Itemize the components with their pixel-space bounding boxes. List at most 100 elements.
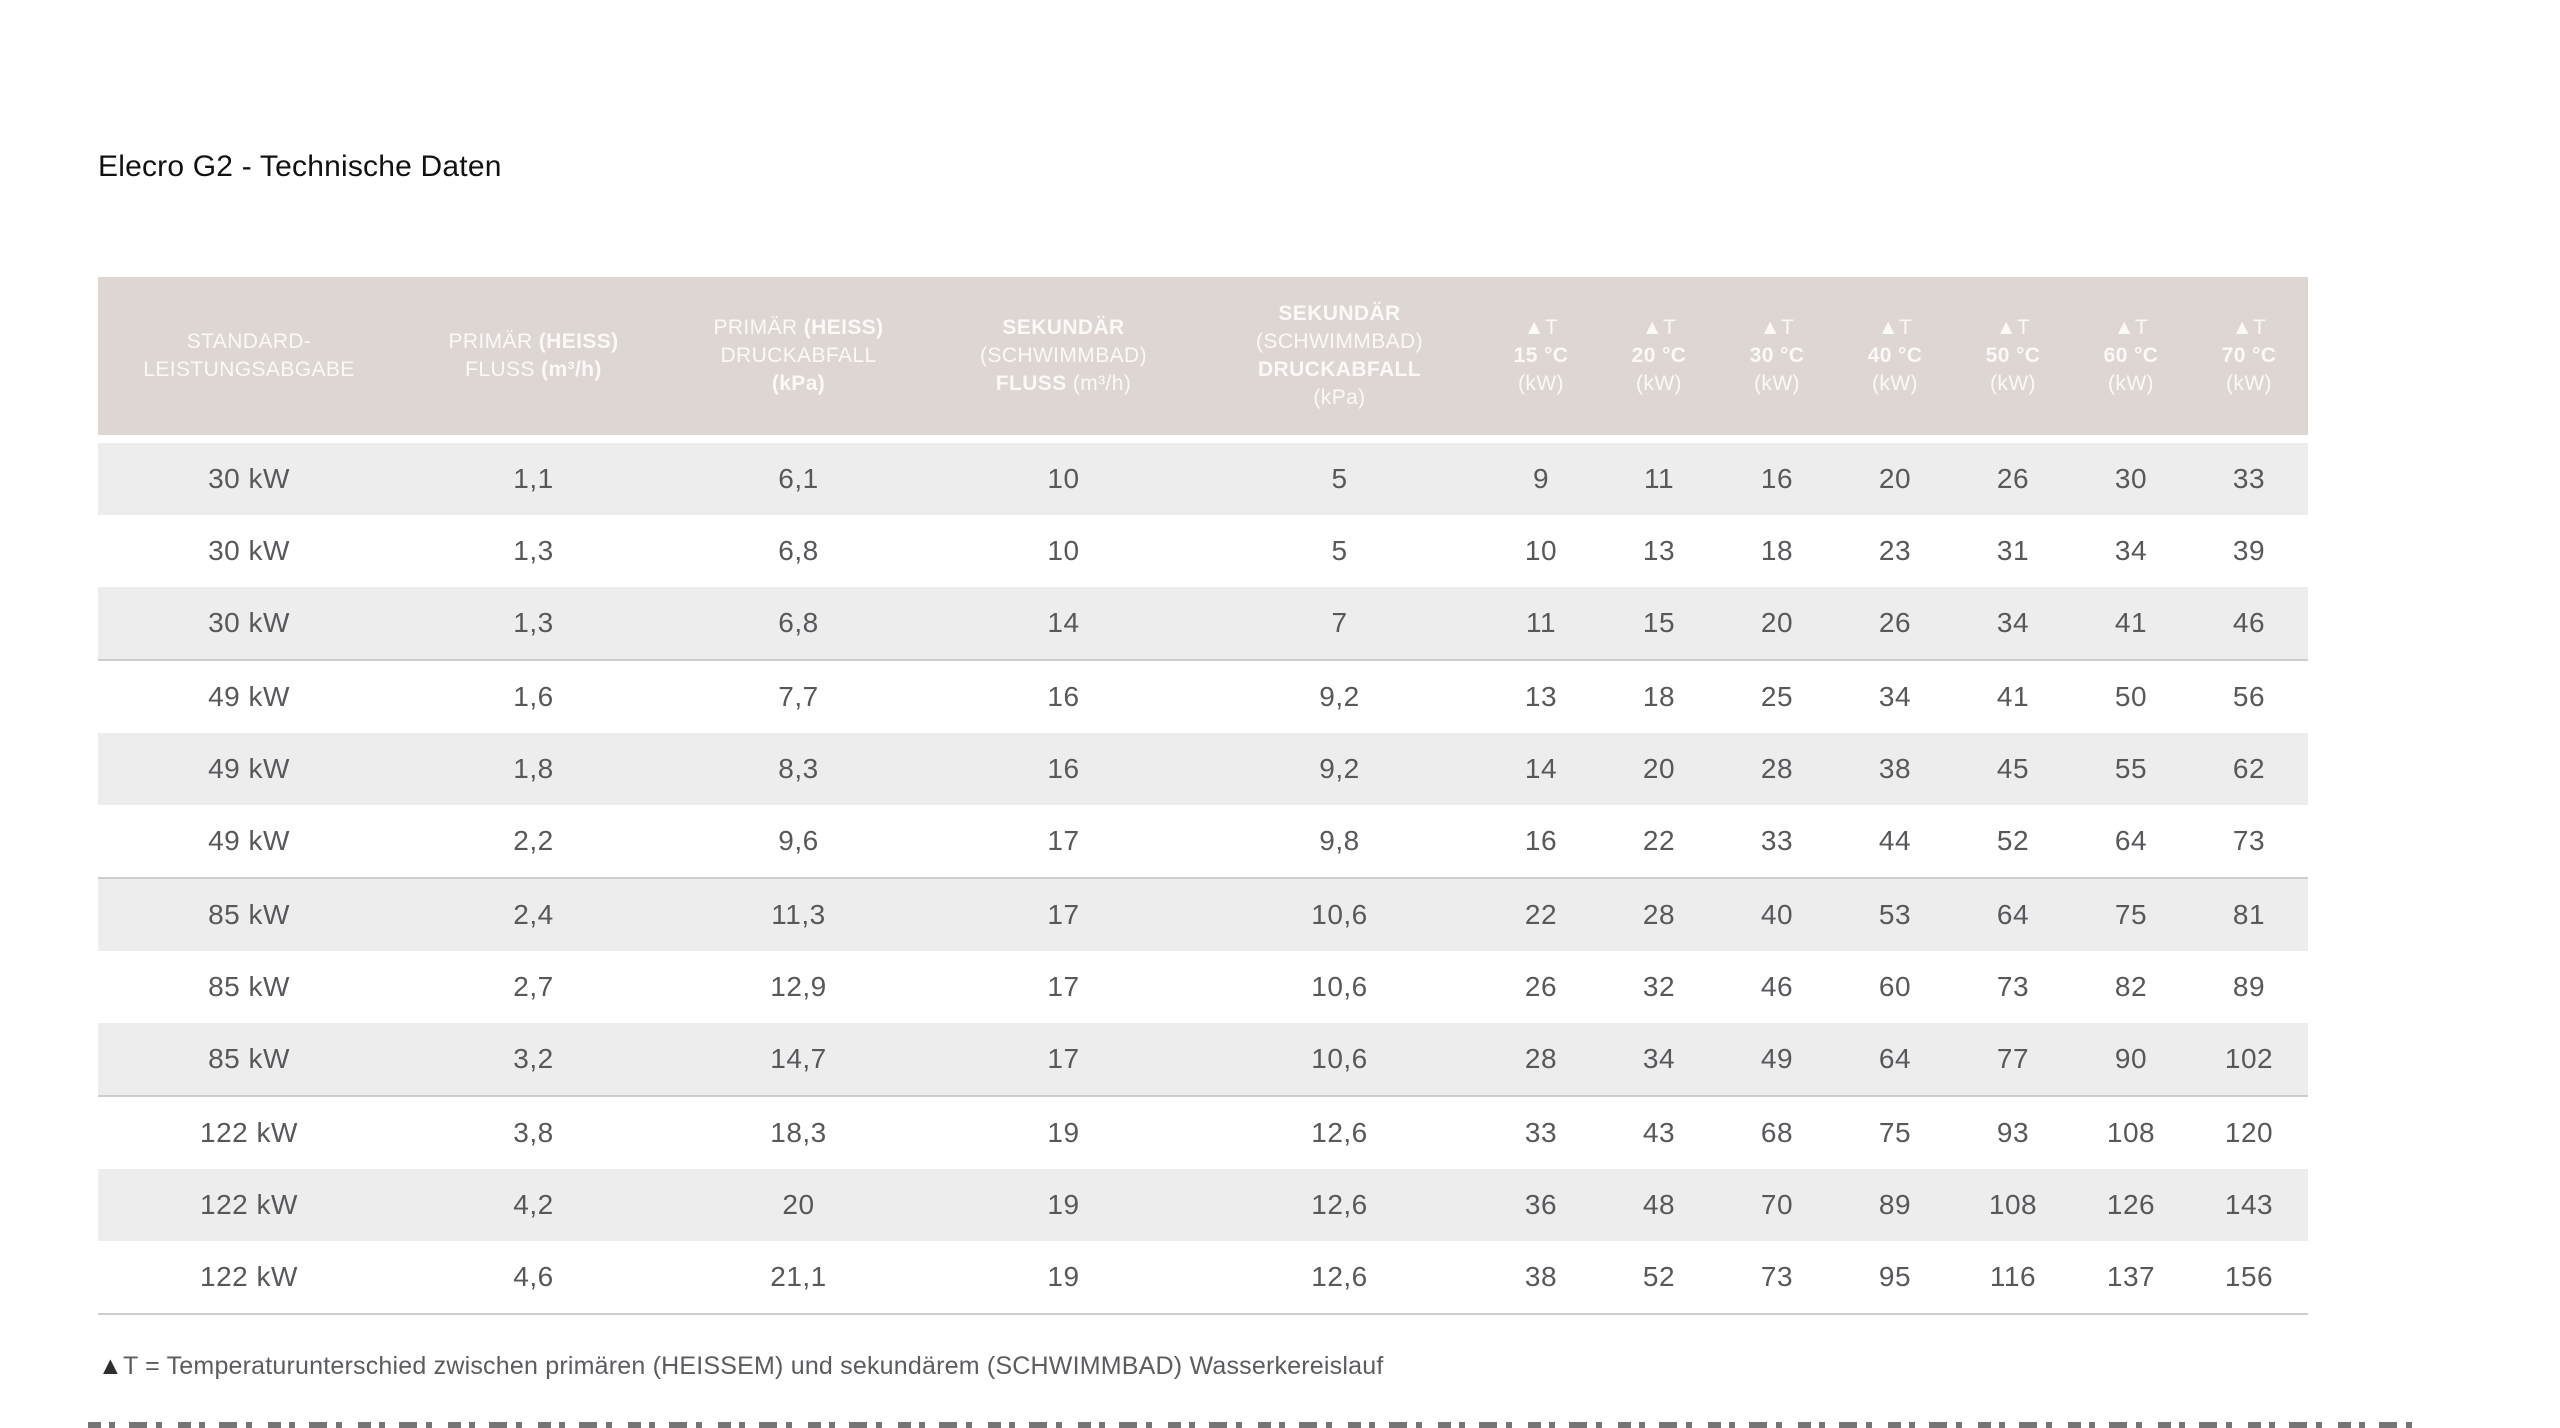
table-cell: 120 — [2190, 1096, 2308, 1169]
table-header: STANDARD- LEISTUNGSABGABE PRIMÄR (HEISS) FL… — [98, 277, 2308, 443]
table-cell: 16 — [1482, 805, 1600, 879]
table-cell: 108 — [1954, 1169, 2072, 1241]
column-header: ▲T 70 °C (kW) — [2190, 277, 2308, 443]
table-cell: 19 — [930, 1241, 1197, 1315]
table-cell: 93 — [1954, 1096, 2072, 1169]
table-cell: 73 — [2190, 805, 2308, 879]
table-row: 85 kW 2,4 11,3 17 10,6 22 28 40 53 64 75 81 — [98, 878, 2308, 951]
table-cell: 30 kW — [98, 439, 400, 515]
table-cell: 18 — [1718, 515, 1836, 587]
table-cell: 85 kW — [98, 1023, 400, 1097]
table-cell: 64 — [1836, 1023, 1954, 1097]
table-cell: 7 — [1197, 587, 1482, 661]
table-cell: 1,3 — [400, 515, 667, 587]
page-title: Elecro G2 - Technische Daten — [98, 150, 502, 183]
table-cell: 17 — [930, 951, 1197, 1023]
table-cell: 95 — [1836, 1241, 1954, 1315]
table-cell: 38 — [1482, 1241, 1600, 1315]
table-cell: 15 — [1600, 587, 1718, 661]
table-cell: 41 — [2072, 587, 2190, 661]
table-cell: 2,4 — [400, 878, 667, 951]
table-cell: 9,2 — [1197, 660, 1482, 733]
table-cell: 60 — [1836, 951, 1954, 1023]
table-cell: 126 — [2072, 1169, 2190, 1241]
table-cell: 17 — [930, 1023, 1197, 1097]
clipped-bottom-text-line — [88, 1422, 2420, 1428]
table-cell: 13 — [1482, 660, 1600, 733]
table-row: 122 kW 4,2 20 19 12,6 36 48 70 89 108 126 143 — [98, 1169, 2308, 1241]
footnote: ▲T = Temperaturunterschied zwischen prim… — [98, 1352, 1383, 1381]
table-cell: 137 — [2072, 1241, 2190, 1315]
table-cell: 49 kW — [98, 660, 400, 733]
table-cell: 102 — [2190, 1023, 2308, 1097]
table-cell: 34 — [1600, 1023, 1718, 1097]
table-cell: 10 — [1482, 515, 1600, 587]
table-cell: 7,7 — [667, 660, 930, 733]
table-cell: 3,8 — [400, 1096, 667, 1169]
table-cell: 4,2 — [400, 1169, 667, 1241]
column-header: ▲T 50 °C (kW) — [1954, 277, 2072, 443]
technical-data-table: STANDARD- LEISTUNGSABGABE PRIMÄR (HEISS) FL… — [98, 277, 2308, 1315]
table-cell: 4,6 — [400, 1241, 667, 1315]
column-header: ▲T 20 °C (kW) — [1600, 277, 1718, 443]
table-cell: 44 — [1836, 805, 1954, 879]
table-header-row: STANDARD- LEISTUNGSABGABE PRIMÄR (HEISS) FL… — [98, 277, 2308, 443]
table-cell: 26 — [1836, 587, 1954, 661]
table-cell: 22 — [1600, 805, 1718, 879]
table-row: 49 kW 1,8 8,3 16 9,2 14 20 28 38 45 55 62 — [98, 733, 2308, 805]
table-cell: 11 — [1600, 439, 1718, 515]
table-cell: 36 — [1482, 1169, 1600, 1241]
table-row: 30 kW 1,1 6,1 10 5 9 11 16 20 26 30 33 — [98, 439, 2308, 515]
table-cell: 34 — [2072, 515, 2190, 587]
table-cell: 68 — [1718, 1096, 1836, 1169]
column-header: ▲T 40 °C (kW) — [1836, 277, 1954, 443]
table-cell: 49 kW — [98, 805, 400, 879]
table-cell: 10,6 — [1197, 951, 1482, 1023]
table-cell: 49 kW — [98, 733, 400, 805]
table-cell: 34 — [1954, 587, 2072, 661]
table-cell: 32 — [1600, 951, 1718, 1023]
column-header: ▲T 15 °C (kW) — [1482, 277, 1600, 443]
table-cell: 81 — [2190, 878, 2308, 951]
table-cell: 14 — [930, 587, 1197, 661]
column-header: SEKUNDÄR (SCHWIMMBAD) DRUCKABFALL (kPa) — [1197, 277, 1482, 443]
table-cell: 22 — [1482, 878, 1600, 951]
table-cell: 33 — [2190, 439, 2308, 515]
table-cell: 5 — [1197, 439, 1482, 515]
table-cell: 1,8 — [400, 733, 667, 805]
table-row: 49 kW 1,6 7,7 16 9,2 13 18 25 34 41 50 56 — [98, 660, 2308, 733]
table-cell: 17 — [930, 878, 1197, 951]
table-cell: 18 — [1600, 660, 1718, 733]
table-cell: 2,7 — [400, 951, 667, 1023]
table-cell: 9 — [1482, 439, 1600, 515]
table-cell: 90 — [2072, 1023, 2190, 1097]
table-cell: 10,6 — [1197, 878, 1482, 951]
table-cell: 33 — [1482, 1096, 1600, 1169]
delta-t-triangle-icon: ▲ — [98, 1352, 123, 1380]
table-cell: 108 — [2072, 1096, 2190, 1169]
table-row: 122 kW 4,6 21,1 19 12,6 38 52 73 95 116 137 156 — [98, 1241, 2308, 1315]
table-cell: 18,3 — [667, 1096, 930, 1169]
table-cell: 46 — [1718, 951, 1836, 1023]
table-cell: 53 — [1836, 878, 1954, 951]
table-cell: 20 — [1600, 733, 1718, 805]
table-cell: 46 — [2190, 587, 2308, 661]
table-row: 122 kW 3,8 18,3 19 12,6 33 43 68 75 93 108 120 — [98, 1096, 2308, 1169]
table-cell: 62 — [2190, 733, 2308, 805]
table-cell: 48 — [1600, 1169, 1718, 1241]
table-cell: 1,1 — [400, 439, 667, 515]
column-header: ▲T 60 °C (kW) — [2072, 277, 2190, 443]
table-cell: 122 kW — [98, 1169, 400, 1241]
table-cell: 16 — [1718, 439, 1836, 515]
table-cell: 16 — [930, 733, 1197, 805]
table-cell: 23 — [1836, 515, 1954, 587]
table-cell: 26 — [1482, 951, 1600, 1023]
table-cell: 12,9 — [667, 951, 930, 1023]
table-cell: 85 kW — [98, 878, 400, 951]
table-cell: 6,8 — [667, 587, 930, 661]
table-cell: 73 — [1954, 951, 2072, 1023]
table-cell: 52 — [1954, 805, 2072, 879]
footnote-text: T = Temperaturunterschied zwischen primä… — [122, 1352, 1384, 1380]
column-header: ▲T 30 °C (kW) — [1718, 277, 1836, 443]
table-cell: 17 — [930, 805, 1197, 879]
